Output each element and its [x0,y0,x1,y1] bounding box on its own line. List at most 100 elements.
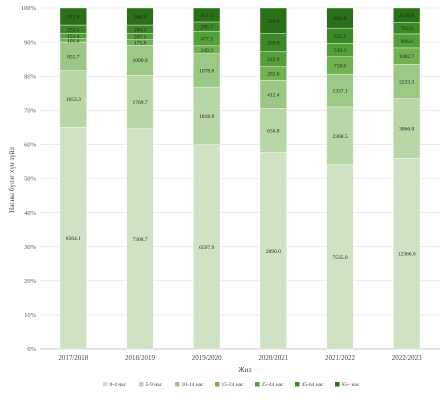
data-label: 656.8 [267,128,280,134]
bar-segment [193,86,221,145]
data-label: 1337.1 [332,89,347,95]
y-tick-label: 70% [24,108,37,115]
data-label: 2368.5 [332,134,347,140]
y-tick-label: 0% [27,346,36,353]
data-label: 2233.3 [399,79,414,85]
data-label: 253.1 [67,27,80,33]
legend-swatch [255,382,260,387]
bar-segment [193,144,221,350]
data-label: 7535.0 [332,255,347,261]
bar-segment [59,7,87,26]
legend-label: 15-24 нас [222,382,245,388]
bar-segment [326,73,354,108]
legend-swatch [335,382,340,387]
data-label: 511.6 [67,15,79,21]
legend-swatch [139,382,144,387]
data-label: 568.8 [134,15,147,21]
bar-segment [326,7,354,29]
data-label: 207.1 [134,35,147,41]
gridlines [40,7,440,350]
data-label: 284.3 [134,27,147,33]
data-label: 101.6 [67,38,80,44]
data-label: 151.4 [67,34,80,40]
bar-segment [59,41,87,71]
bar-segment [259,80,287,109]
data-label: 7308.7 [132,237,147,243]
data-label: 906.6 [400,39,413,45]
bar-segment [126,44,154,76]
data-label: 539.3 [334,48,347,54]
bar-segment [326,106,354,166]
bar-segment [126,128,154,350]
data-label: 1818.8 [199,114,214,120]
y-tick-label: 90% [24,39,37,46]
data-label: 3866.0 [399,127,414,133]
y-tick-label: 30% [24,244,37,251]
bar-segment [259,7,287,34]
data-label: 249.3 [200,48,213,54]
legend-label: 0-4 нас [110,382,127,388]
legend-swatch [175,382,180,387]
bar-segment [59,70,87,128]
y-tick-label: 10% [24,312,37,319]
bar-segment [393,158,421,350]
data-label: 202.6 [267,71,280,77]
data-label: 2890.0 [266,249,281,255]
data-label: 801.8 [334,16,347,22]
y-tick-label: 60% [24,142,37,149]
data-label: 1769.7 [132,100,147,106]
bar-segment [393,7,421,23]
legend-swatch [103,382,108,387]
bar-segment [126,74,154,129]
legend-label: 25-44 нас [262,382,285,388]
bar-segment [59,127,87,350]
data-label: 762.6 [400,26,413,32]
y-axis-ticks: 0% 10% 20% 30% 40% 50% 60% 70% 80% 90% 100% [21,5,37,353]
data-label: 417.3 [200,13,213,19]
legend-swatch [215,382,220,387]
data-label: 175.8 [134,40,147,46]
bar-segment [126,7,154,26]
x-axis-title: Жил [238,366,252,374]
bar-segment [193,7,221,23]
y-tick-label: 50% [24,176,37,183]
data-label: 625.5 [334,34,347,40]
data-label: 1653.3 [66,97,81,103]
x-tick-label: 2018/2019 [125,354,155,362]
data-label: 359.6 [267,19,280,25]
legend-label: 10-14 нас [182,382,205,388]
data-label: 855.7 [67,54,80,60]
x-tick-label: 2020/2021 [258,354,288,362]
y-axis-title: Насны бүлэг хүн зүйл [8,147,16,213]
legend-swatch [295,382,300,387]
x-tick-label: 2022/2023 [392,354,422,362]
bar-segment [393,64,421,99]
legend: 0-4 нас 5-9 нас 10-14 нас 15-24 нас 25-44 на… [103,382,360,388]
data-label: 1078.8 [199,68,214,74]
legend-label: 45-64 нас [302,382,325,388]
data-label: 6564.1 [66,236,81,242]
x-tick-label: 2021/2022 [325,354,355,362]
x-tick-label: 2017/2018 [58,354,88,362]
data-label: 412.4 [267,92,280,98]
data-label: 1156.0 [399,13,414,19]
y-tick-label: 40% [24,210,37,217]
y-tick-label: 20% [24,278,37,285]
legend-label: 5-9 нас [146,382,163,388]
data-label: 1062.7 [399,54,414,60]
data-label: 269.8 [267,41,280,47]
data-label: 222.9 [267,57,280,63]
data-label: 718.0 [334,63,347,69]
data-label: 295.7 [200,25,213,31]
legend-label: 65+ нас [342,382,360,388]
data-label: 6597.9 [199,245,214,251]
data-label: 1000.9 [132,58,147,64]
x-axis-ticks: 2017/2018 2018/2019 2019/2020 2020/2021 2021… [58,354,422,362]
bar-segment [326,164,354,350]
data-label: 477.3 [200,37,213,43]
data-label: 12366.0 [398,252,416,258]
y-tick-label: 100% [21,5,37,12]
y-tick-label: 80% [24,73,37,80]
